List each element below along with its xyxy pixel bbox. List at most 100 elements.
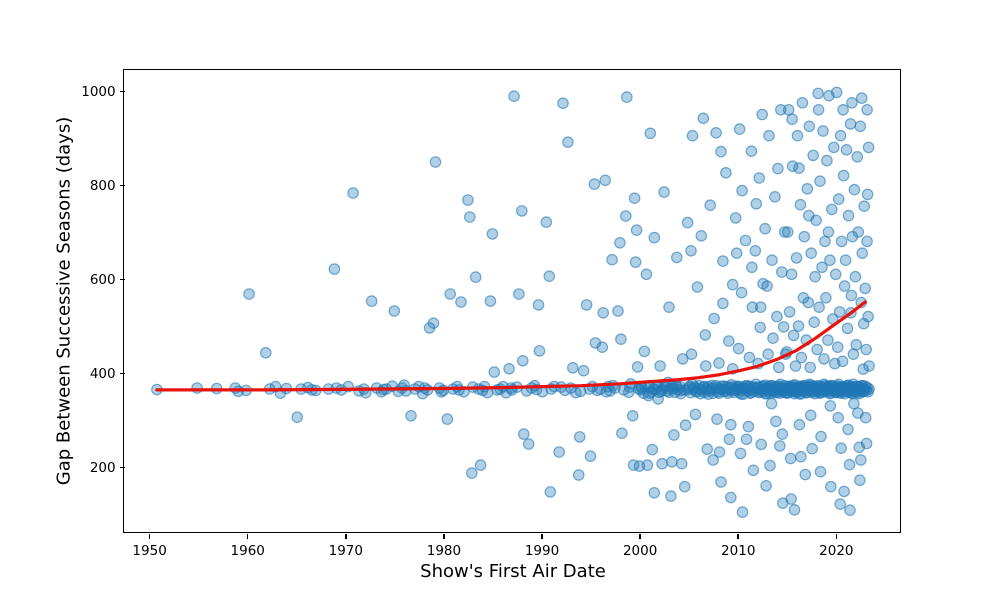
x-tick-label: 1960 [230,542,265,559]
data-point [676,353,689,365]
data-point [786,113,798,125]
data-point [795,351,808,364]
data-point [860,437,873,450]
data-point [533,345,546,357]
x-tick-label: 1970 [328,542,363,559]
data-point [807,149,819,162]
data-point [769,191,781,203]
data-point [760,479,772,492]
data-point [747,464,760,477]
data-point [437,384,450,397]
y-tick-label: 600 [89,271,116,288]
data-point [749,245,762,257]
data-point [842,209,855,222]
data-point [679,419,692,431]
x-axis-label: Show's First Air Date [420,561,606,582]
data-point [808,316,820,328]
data-point [615,333,627,345]
data-point [789,360,802,372]
trend-line [155,300,867,392]
data-point [794,198,807,211]
data-point [825,203,838,216]
data-point [822,334,834,346]
data-point [761,280,773,292]
data-point [715,476,727,488]
data-point [772,361,785,374]
data-point [772,162,784,175]
y-tick-mark [119,466,125,469]
data-point [717,297,729,310]
data-point [429,156,442,168]
data-point [730,247,743,259]
data-point [726,278,739,291]
data-point [804,361,816,374]
data-point [743,351,756,364]
data-point [805,247,817,259]
y-tick-label: 1000 [81,83,116,100]
data-point [745,145,758,157]
data-point [790,252,803,264]
data-point [806,442,818,455]
data-point [811,343,823,356]
data-point [724,418,737,431]
data-point [708,312,720,325]
scatter-canvas [151,86,875,518]
data-point [791,129,804,142]
data-point [759,222,771,235]
data-point [596,341,609,353]
data-point [427,317,440,329]
data-point [798,230,811,243]
data-point [465,467,478,479]
y-tick-mark [119,278,125,281]
data-point [566,361,579,374]
data-point [508,90,520,102]
data-point [834,129,847,142]
data-point [770,415,782,428]
x-tick-mark [835,534,838,540]
data-point [641,459,654,471]
data-point [513,288,525,300]
data-point [735,286,748,299]
data-point [812,87,824,100]
data-point [831,341,844,353]
data-point [849,270,862,283]
data-point [818,353,830,365]
data-point [628,192,641,204]
data-point [742,420,755,433]
data-point [848,183,861,196]
y-tick-mark [119,184,125,187]
x-tick-mark [345,534,347,540]
data-point [648,231,661,244]
y-axis-label: Gap Between Successive Seasons (days) [53,116,75,486]
data-point [729,212,742,224]
data-point [793,418,806,431]
data-point [746,301,759,313]
x-tick-mark [246,534,249,540]
data-point [803,120,816,133]
data-point [644,127,657,140]
y-tick-mark [119,372,125,375]
data-point [715,145,727,158]
data-point [762,348,774,360]
data-point [704,199,716,211]
data-point [584,450,597,462]
data-point [717,255,729,267]
data-point [614,237,626,249]
data-point [816,261,828,274]
data-point [599,174,611,187]
data-point [711,413,723,425]
data-point [786,160,799,172]
data-point [243,288,255,300]
data-point [781,226,794,238]
data-point [629,256,642,268]
data-point [852,226,865,238]
data-point [858,200,870,212]
data-point [612,305,624,317]
data-point [532,299,545,311]
data-point [832,193,845,205]
data-point [830,86,843,99]
data-point [553,446,565,458]
scatter-points [151,86,875,518]
data-point [854,120,867,133]
data-point [699,329,712,341]
